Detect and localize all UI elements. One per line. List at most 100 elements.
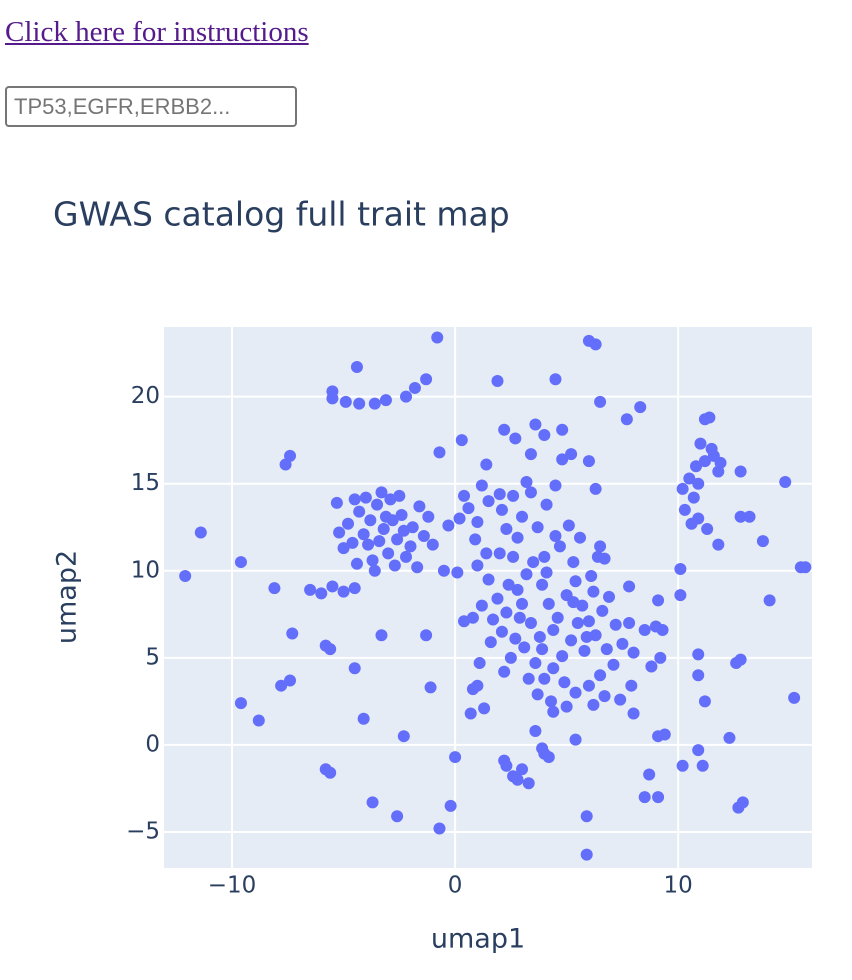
scatter-point (723, 731, 736, 744)
scatter-point (339, 395, 352, 408)
scatter-point (656, 623, 669, 636)
scatter-point (603, 590, 616, 603)
scatter-point (674, 589, 687, 602)
scatter-point (516, 763, 529, 776)
scatter-point (643, 768, 656, 781)
scatter-point (536, 643, 549, 656)
scatter-point (377, 522, 390, 535)
scatter-point (333, 526, 346, 539)
scatter-point (252, 714, 265, 727)
scatter-point (607, 658, 620, 671)
scatter-point (471, 516, 484, 529)
scatter-point (627, 646, 640, 659)
scatter-point (326, 580, 339, 593)
scatter-point (654, 651, 667, 664)
scatter-point (493, 547, 506, 560)
scatter-point (551, 611, 564, 624)
scatter-point (518, 641, 531, 654)
scatter-point (433, 446, 446, 459)
scatter-point (495, 503, 508, 516)
scatter-point (779, 475, 792, 488)
scatter-point (587, 585, 600, 598)
scatter-point (587, 698, 600, 711)
scatter-point (698, 695, 711, 708)
scatter-point (342, 517, 355, 530)
scatter-point (284, 674, 297, 687)
scatter-point (324, 766, 337, 779)
scatter-point (571, 617, 584, 630)
chart-title: GWAS catalog full trait map (53, 195, 510, 234)
scatter-point (397, 730, 410, 743)
scatter-point (346, 536, 359, 549)
scatter-point (388, 559, 401, 572)
y-tick-label: 15 (131, 470, 160, 496)
scatter-point (524, 448, 537, 461)
scatter-point (507, 489, 520, 502)
scatter-point (379, 394, 392, 407)
scatter-point (569, 686, 582, 699)
scatter-point (520, 568, 533, 581)
scatter-point (638, 791, 651, 804)
scatter-point (560, 700, 573, 713)
scatter-point (556, 453, 569, 466)
scatter-point (580, 810, 593, 823)
scatter-point (580, 848, 593, 861)
scatter-point (531, 688, 544, 701)
scatter-point (509, 632, 522, 645)
scatter-point (348, 582, 361, 595)
scatter-point (453, 512, 466, 525)
scatter-point (475, 479, 488, 492)
gene-input[interactable]: TP53,EGFR,ERBB2... (5, 86, 297, 127)
scatter-point (549, 373, 562, 386)
scatter-point (509, 432, 522, 445)
scatter-point (353, 397, 366, 410)
scatter-point (315, 587, 328, 600)
y-tick-label: 20 (131, 383, 160, 409)
scatter-point (694, 437, 707, 450)
scatter-point (422, 510, 435, 523)
scatter-point (596, 604, 609, 617)
scatter-point (511, 583, 524, 596)
scatter-point (507, 550, 520, 563)
scatter-point (330, 496, 343, 509)
y-tick-label: 10 (131, 557, 160, 583)
scatter-point (594, 669, 607, 682)
scatter-point (304, 583, 317, 596)
scatter-point (498, 665, 511, 678)
scatter-point (179, 569, 192, 582)
scatter-point (502, 578, 515, 591)
scatter-point (350, 557, 363, 570)
scatter-point (676, 759, 689, 772)
scatter-point (498, 423, 511, 436)
scatter-point (350, 361, 363, 374)
scatter-point (756, 535, 769, 548)
scatter-point (353, 505, 366, 518)
scatter-point (420, 373, 433, 386)
scatter-point (692, 669, 705, 682)
scatter-point (589, 482, 602, 495)
scatter-point (683, 472, 696, 485)
scatter-point (614, 693, 627, 706)
scatter-point (504, 651, 517, 664)
scatter-point (540, 566, 553, 579)
scatter-point (567, 596, 580, 609)
scatter-point (692, 648, 705, 661)
instructions-link[interactable]: Click here for instructions (5, 16, 309, 48)
scatter-point (703, 411, 716, 424)
scatter-point (578, 644, 591, 657)
scatter-point (574, 531, 587, 544)
scatter-point (549, 529, 562, 542)
scatter-point (685, 517, 698, 530)
scatter-point (520, 475, 533, 488)
scatter-point (357, 528, 370, 541)
scatter-point (589, 338, 602, 351)
plot-background (164, 327, 812, 868)
scatter-point (368, 564, 381, 577)
scatter-point (478, 702, 491, 715)
scatter-point (582, 679, 595, 692)
scatter-point (676, 482, 689, 495)
scatter-point (375, 629, 388, 642)
scatter-point (698, 455, 711, 468)
scatter-point (678, 503, 691, 516)
